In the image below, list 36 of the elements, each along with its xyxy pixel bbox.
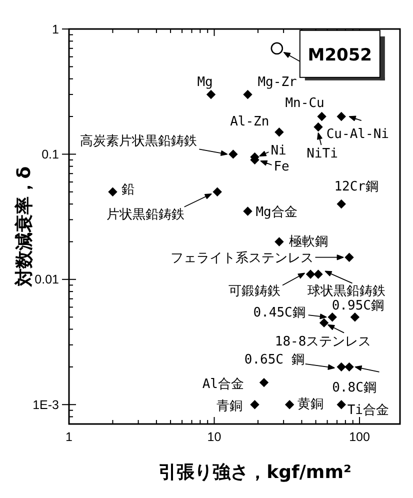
y-tick-label: 1E-3 [32,398,60,412]
annotation: 片状黒鉛鋳鉄 [106,207,184,222]
annotation: 0.8C鋼 [332,380,376,396]
annotation: 黄銅 [298,397,324,412]
annotation: Al合金 [202,377,244,392]
annotation: 青銅 [216,399,243,414]
annotation: Fe [274,159,290,174]
annotation: フェライト系ステンレス [170,250,314,266]
annotation: 高炭素片状黒鉛鋳鉄 [80,132,198,149]
annotation: Mg [197,75,213,90]
x-tick-label: 100 [349,430,370,444]
annotation: Mg合金 [256,204,298,220]
annotation: NiTi [306,146,338,162]
annotation: Mg-Zr [258,75,298,90]
annotation: Cu-Al-Ni [326,127,389,142]
annotation: 可鍛鋳鉄 [228,284,281,299]
annotation: 12Cr鋼 [334,180,379,195]
annotation: Ni [270,144,286,159]
y-tick-label: 0.1 [42,148,60,162]
annotation: 0.45C鋼 [253,306,306,321]
annotation: 0.65C 鋼 [244,352,304,368]
x-axis-title: 引張り強さ，kgf/mm² [158,462,352,483]
annotation: 18-8ステンレス [274,334,372,350]
annotation: Al-Zn [230,114,270,130]
annotation: 極軟鋼 [289,234,328,250]
annotation: Ti合金 [347,403,390,418]
y-tick-label: 0.01 [34,272,60,287]
y-tick-label: 1 [52,22,60,36]
x-tick-label: 10 [207,430,222,444]
annotation: 球状黒鉛鋳鉄 [307,284,386,299]
y-axis-title: 対数減衰率，δ [14,166,35,288]
x-tick-label: 1 [66,430,73,444]
annotation: 0.95C鋼 [332,298,384,314]
annotation: Mn-Cu [285,96,324,112]
annotation: M2052 [308,45,372,66]
annotation: 鉛 [122,182,135,198]
